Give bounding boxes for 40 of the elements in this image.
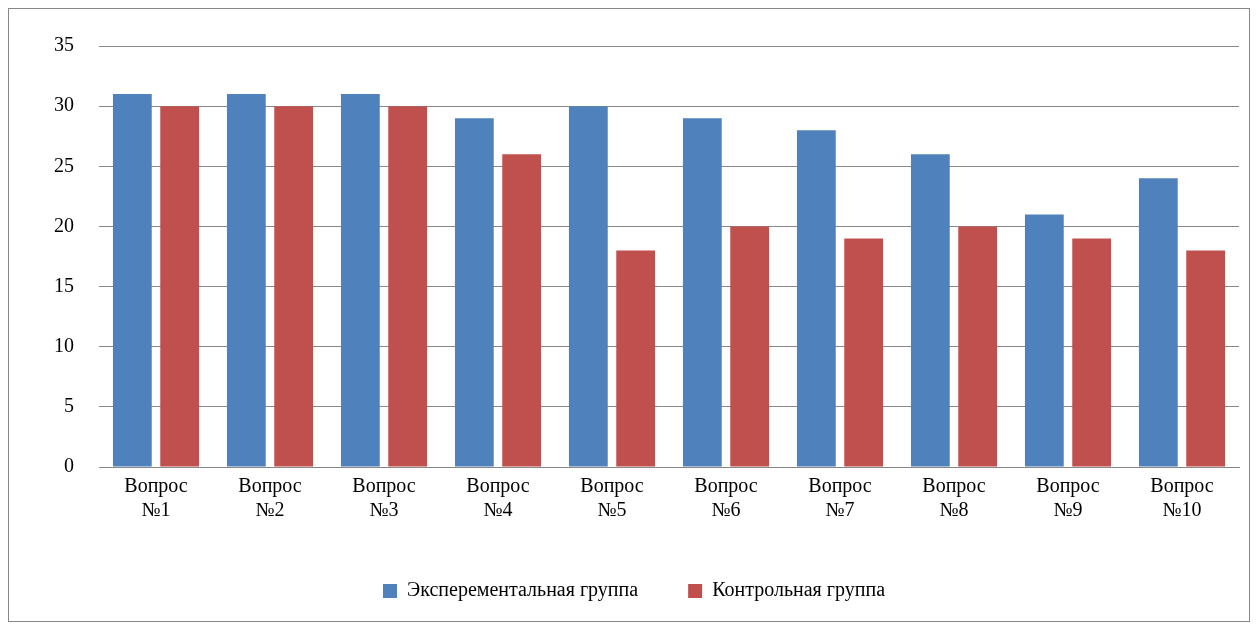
- bar: [340, 94, 380, 467]
- bar: [682, 118, 722, 467]
- y-tick-label: 5: [64, 394, 74, 417]
- y-tick-label: 0: [64, 454, 74, 477]
- bar: [616, 250, 656, 467]
- bar: [112, 94, 152, 467]
- bar: [568, 106, 608, 467]
- y-tick-label: 35: [54, 33, 74, 56]
- y-tick-label: 30: [54, 93, 74, 116]
- bar: [1138, 178, 1178, 467]
- bar: [796, 130, 836, 467]
- bar: [454, 118, 494, 467]
- x-tick-label: Вопрос №5: [580, 474, 644, 521]
- bar: [730, 226, 770, 467]
- bar: [388, 106, 428, 467]
- bar: [502, 154, 542, 467]
- x-tick-label: Вопрос №6: [694, 474, 758, 521]
- y-tick-label: 20: [54, 213, 74, 236]
- bar: [910, 154, 950, 467]
- x-tick-label: Вопрос №10: [1150, 474, 1214, 521]
- bar: [160, 106, 200, 467]
- y-tick-label: 25: [54, 153, 74, 176]
- y-tick-label: 10: [54, 333, 74, 356]
- legend-label: Эксперементальная группа: [407, 578, 639, 602]
- x-tick-label: Вопрос №7: [808, 474, 872, 521]
- legend-label: Контрольная группа: [712, 578, 886, 602]
- bar: [1072, 238, 1112, 467]
- bar: [958, 226, 998, 467]
- x-tick-label: Вопрос №9: [1036, 474, 1100, 521]
- bar: [1024, 214, 1064, 467]
- y-tick-label: 15: [54, 273, 74, 296]
- x-tick-label: Вопрос №2: [238, 474, 302, 521]
- x-tick-label: Вопрос №3: [352, 474, 416, 521]
- x-tick-label: Вопрос №1: [124, 474, 188, 521]
- x-tick-label: Вопрос №8: [922, 474, 986, 521]
- x-tick-label: Вопрос №4: [466, 474, 530, 521]
- bar: [844, 238, 884, 467]
- bar: [226, 94, 266, 467]
- bar: [274, 106, 314, 467]
- bar: [1186, 250, 1226, 467]
